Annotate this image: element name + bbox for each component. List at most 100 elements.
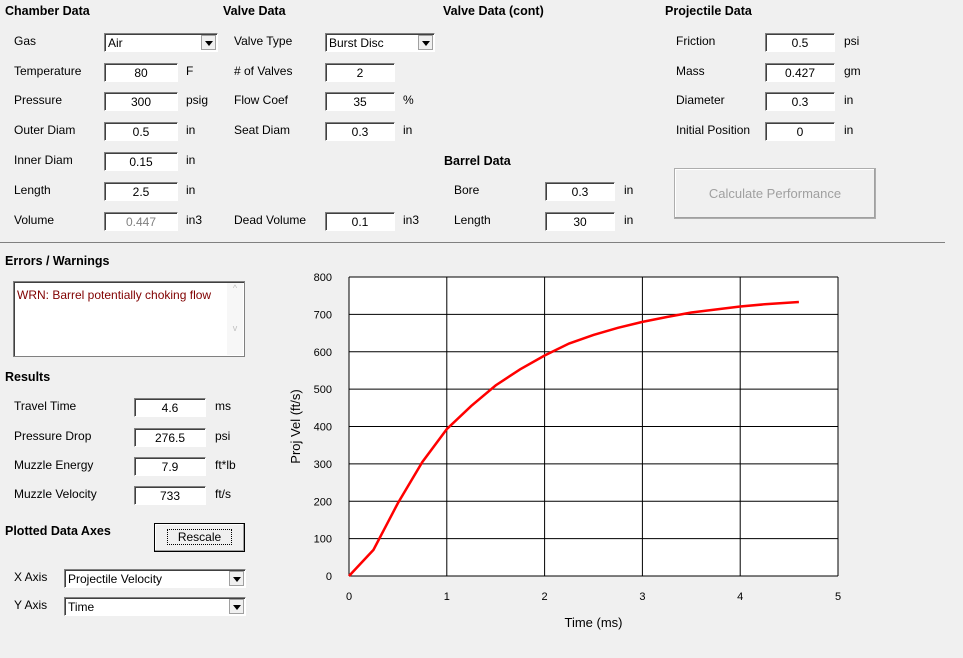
text-field[interactable]: 300 bbox=[104, 92, 178, 111]
section-title: Results bbox=[5, 370, 51, 384]
field-label: Valve Type bbox=[234, 34, 293, 48]
text-field[interactable]: 7.9 bbox=[134, 457, 206, 476]
field-value: 0.3 bbox=[791, 95, 809, 109]
dropdown[interactable]: Air bbox=[104, 33, 218, 52]
dropdown-arrow[interactable] bbox=[201, 35, 216, 50]
field-unit: in bbox=[624, 183, 634, 197]
dropdown[interactable]: Burst Disc bbox=[325, 33, 435, 52]
warnings-box[interactable]: WRN: Barrel potentially choking flow ^ v bbox=[13, 281, 245, 357]
separator bbox=[0, 242, 945, 243]
field-label: Pressure Drop bbox=[14, 429, 92, 443]
section-title: Barrel Data bbox=[444, 154, 511, 168]
field-value: 300 bbox=[130, 95, 152, 109]
field-unit: psi bbox=[215, 429, 231, 443]
field-value: 7.9 bbox=[161, 460, 179, 474]
section-title: Valve Data (cont) bbox=[443, 4, 544, 18]
dropdown[interactable]: Projectile Velocity bbox=[64, 569, 246, 588]
dropdown-arrow[interactable] bbox=[229, 599, 244, 614]
dropdown-arrow[interactable] bbox=[418, 35, 433, 50]
rescale-button[interactable]: Rescale bbox=[154, 523, 245, 552]
y-tick-label: 600 bbox=[314, 347, 332, 359]
text-field[interactable]: 0.3 bbox=[545, 182, 615, 201]
section-title: Plotted Data Axes bbox=[5, 524, 111, 538]
text-field[interactable]: 0.447 bbox=[104, 212, 178, 231]
x-tick-label: 0 bbox=[346, 591, 352, 603]
field-unit: in bbox=[403, 123, 413, 137]
text-field[interactable]: 0.1 bbox=[325, 212, 395, 231]
field-label: Dead Volume bbox=[234, 213, 307, 227]
scrollbar[interactable]: ^ v bbox=[227, 283, 243, 355]
field-unit: gm bbox=[844, 64, 861, 78]
text-field[interactable]: 30 bbox=[545, 212, 615, 231]
text-field[interactable]: 35 bbox=[325, 92, 395, 111]
section-title: Errors / Warnings bbox=[5, 254, 110, 268]
field-value: 0 bbox=[796, 125, 804, 139]
text-field[interactable]: 2.5 bbox=[104, 182, 178, 201]
field-unit: % bbox=[403, 93, 414, 107]
section-title: Chamber Data bbox=[5, 4, 90, 18]
text-field[interactable]: 2 bbox=[325, 63, 395, 82]
field-label: Inner Diam bbox=[14, 153, 73, 167]
y-tick-label: 200 bbox=[314, 496, 332, 508]
calculate-button[interactable]: Calculate Performance bbox=[674, 168, 876, 219]
y-tick-label: 800 bbox=[314, 272, 332, 284]
field-unit: in bbox=[186, 153, 196, 167]
y-tick-label: 500 bbox=[314, 384, 332, 396]
dropdown[interactable]: Time bbox=[64, 597, 246, 616]
field-label: Diameter bbox=[676, 93, 725, 107]
field-value: 0.3 bbox=[351, 125, 369, 139]
x-tick-label: 2 bbox=[542, 591, 548, 603]
field-label: Muzzle Energy bbox=[14, 458, 94, 472]
text-field[interactable]: 80 bbox=[104, 63, 178, 82]
y-tick-label: 100 bbox=[314, 534, 332, 546]
field-value: 80 bbox=[134, 66, 148, 80]
field-label: # of Valves bbox=[234, 64, 293, 78]
x-tick-label: 4 bbox=[737, 591, 743, 603]
field-value: 4.6 bbox=[161, 401, 179, 415]
text-field[interactable]: 276.5 bbox=[134, 428, 206, 447]
field-unit: in bbox=[844, 93, 854, 107]
field-unit: in bbox=[624, 213, 634, 227]
field-unit: ft*lb bbox=[215, 458, 236, 472]
text-field[interactable]: 0.427 bbox=[765, 63, 835, 82]
field-label: Travel Time bbox=[14, 399, 77, 413]
field-label: Volume bbox=[14, 213, 55, 227]
field-value: 2.5 bbox=[132, 185, 150, 199]
text-field[interactable]: 4.6 bbox=[134, 398, 206, 417]
field-value: 0.427 bbox=[784, 66, 816, 80]
field-label: Flow Coef bbox=[234, 93, 289, 107]
warning-text: WRN: Barrel potentially choking flow bbox=[17, 288, 212, 302]
field-value: Air bbox=[108, 36, 123, 50]
text-field[interactable]: 0 bbox=[765, 122, 835, 141]
text-field[interactable]: 0.3 bbox=[765, 92, 835, 111]
field-value: 35 bbox=[353, 95, 367, 109]
field-label: Bore bbox=[454, 183, 480, 197]
text-field[interactable]: 0.5 bbox=[104, 122, 178, 141]
x-tick-label: 3 bbox=[639, 591, 645, 603]
field-value: Burst Disc bbox=[329, 36, 384, 50]
dropdown-arrow[interactable] bbox=[229, 571, 244, 586]
text-field[interactable]: 0.15 bbox=[104, 152, 178, 171]
y-tick-label: 0 bbox=[326, 571, 332, 583]
field-label: Initial Position bbox=[676, 123, 751, 137]
text-field[interactable]: 0.3 bbox=[325, 122, 395, 141]
field-unit: ms bbox=[215, 399, 231, 413]
data-line bbox=[348, 300, 799, 577]
text-field[interactable]: 733 bbox=[134, 486, 206, 505]
x-tick-label: 5 bbox=[835, 591, 841, 603]
text-field[interactable]: 0.5 bbox=[765, 33, 835, 52]
field-label: X Axis bbox=[14, 570, 48, 584]
field-unit: in3 bbox=[403, 213, 420, 227]
field-label: Seat Diam bbox=[234, 123, 291, 137]
field-label: Pressure bbox=[14, 93, 63, 107]
field-unit: in bbox=[844, 123, 854, 137]
field-value: 0.5 bbox=[791, 36, 809, 50]
field-label: Friction bbox=[676, 34, 716, 48]
field-label: Mass bbox=[676, 64, 705, 78]
field-label: Outer Diam bbox=[14, 123, 76, 137]
field-value: 0.15 bbox=[129, 155, 153, 169]
field-unit: psig bbox=[186, 93, 209, 107]
field-value: Projectile Velocity bbox=[68, 572, 163, 586]
field-value: 276.5 bbox=[154, 431, 186, 445]
